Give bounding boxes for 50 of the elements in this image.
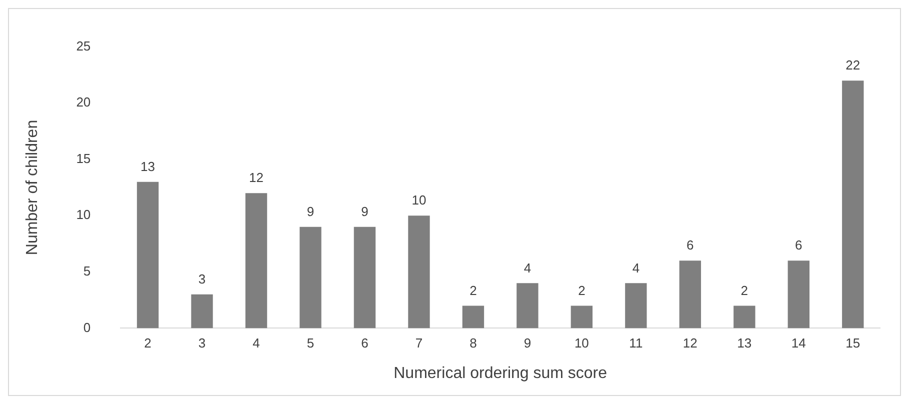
data-label: 13: [140, 158, 156, 174]
x-tick-label: 8: [470, 336, 477, 351]
bar: [842, 80, 864, 328]
x-tick-label: 2: [144, 336, 152, 351]
x-tick-label: 7: [415, 336, 423, 351]
x-tick-label: 3: [198, 336, 206, 351]
x-tick-label: 11: [629, 336, 643, 351]
y-tick-label: 20: [76, 94, 91, 110]
x-tick-label: 6: [361, 336, 368, 351]
bar: [245, 193, 268, 328]
x-tick-label: 12: [682, 336, 698, 351]
y-tick-label: 5: [83, 264, 91, 278]
x-tick-label: 15: [846, 336, 860, 351]
data-label: 9: [361, 204, 368, 219]
x-tick-label: 5: [306, 336, 314, 351]
bar: [679, 260, 702, 328]
y-tick-label: 15: [76, 150, 91, 166]
bar: [136, 182, 159, 328]
data-label: 2: [740, 282, 748, 298]
bar: [734, 306, 756, 328]
x-axis-title: Numerical ordering sum score: [394, 364, 608, 382]
y-tick-label: 25: [76, 38, 91, 54]
x-tick-label: 9: [524, 336, 532, 351]
data-label: 12: [249, 170, 264, 186]
data-label: 6: [686, 238, 694, 253]
data-label: 3: [198, 272, 206, 287]
bar: [788, 260, 810, 328]
y-tick-label: 0: [83, 320, 91, 335]
bar: [625, 283, 647, 328]
y-tick-label: 10: [76, 207, 91, 222]
bar: [191, 294, 213, 328]
x-tick-label: 10: [574, 336, 589, 351]
bar: [300, 226, 322, 328]
bar: [570, 306, 593, 328]
bar: [354, 226, 376, 328]
data-label: 4: [524, 260, 532, 276]
bar: [516, 283, 538, 328]
data-label: 6: [795, 238, 802, 253]
data-label: 2: [470, 282, 477, 298]
x-tick-label: 13: [737, 336, 752, 351]
data-label: 9: [306, 204, 314, 219]
x-tick-label: 14: [791, 336, 806, 351]
data-label: 2: [578, 282, 586, 298]
data-label: 22: [846, 58, 860, 73]
data-label: 10: [412, 192, 426, 208]
bar: [462, 306, 484, 328]
x-tick-label: 4: [252, 336, 260, 351]
bar: [408, 216, 430, 328]
data-label: 4: [632, 260, 640, 276]
y-axis-title: Number of children: [24, 120, 42, 256]
